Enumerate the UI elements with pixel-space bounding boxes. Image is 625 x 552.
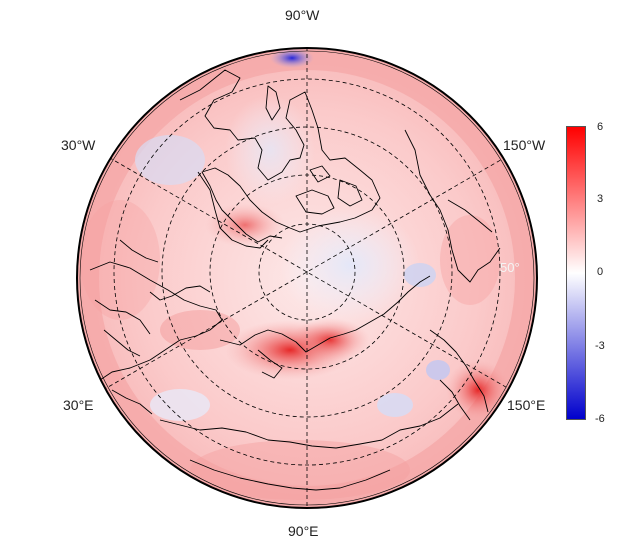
lat-label-50: 50° xyxy=(500,260,520,275)
colorbar-tick-neg6: -6 xyxy=(595,413,605,425)
colorbar xyxy=(566,126,586,420)
lon-label-30w: 30°W xyxy=(61,137,96,153)
colorbar-tick-0: 0 xyxy=(597,266,604,278)
map-boundary xyxy=(76,47,538,509)
lon-label-150w: 150°W xyxy=(503,137,546,153)
colorbar-tick-3: 3 xyxy=(597,193,604,205)
colorbar-tick-neg3: -3 xyxy=(595,340,605,352)
lon-label-90e: 90°E xyxy=(288,523,319,539)
graticule xyxy=(102,48,512,508)
lon-label-30e: 30°E xyxy=(63,397,94,413)
lon-label-90w: 90°W xyxy=(285,7,320,23)
lon-label-150e: 150°E xyxy=(507,397,546,413)
colorbar-tick-6: 6 xyxy=(597,121,604,133)
coastlines xyxy=(89,69,501,491)
anomaly-field xyxy=(77,48,537,508)
